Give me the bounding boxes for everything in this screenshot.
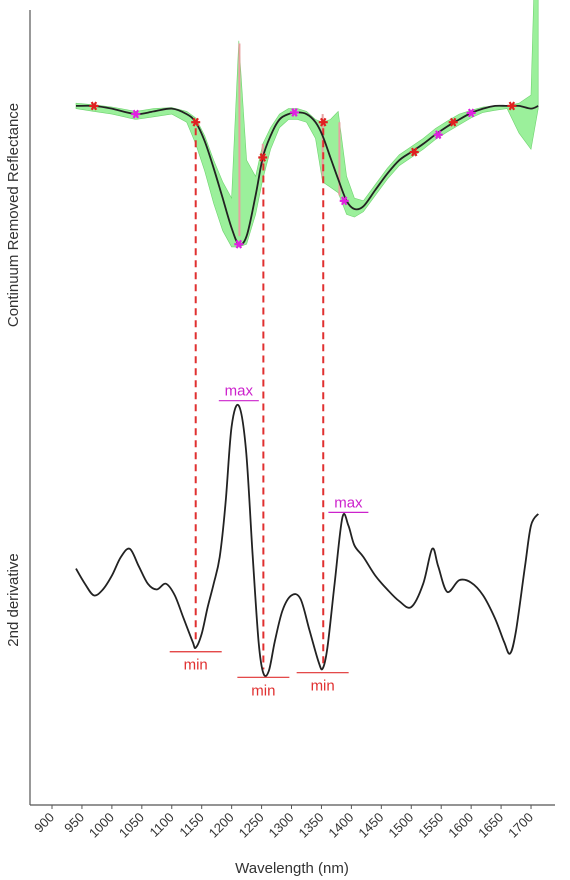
star-stroke [291, 107, 298, 117]
x-tick-label-1650: 1650 [475, 810, 506, 841]
red-star-marker-10 [448, 117, 458, 127]
x-tick-label-1200: 1200 [206, 810, 237, 841]
star-stroke [320, 117, 327, 127]
min-label-1: min [251, 682, 275, 699]
second-derivative-curve [75, 403, 539, 677]
star-stroke [467, 108, 475, 118]
x-tick-label-1300: 1300 [266, 810, 297, 841]
x-tick-label-1700: 1700 [505, 810, 536, 841]
red-star-marker-8 [409, 147, 419, 157]
x-tick-label-1600: 1600 [445, 810, 476, 841]
measured-range-band [75, 0, 539, 248]
connector-layer [194, 128, 325, 670]
magenta-star-marker-7 [339, 196, 349, 206]
star-stroke [508, 101, 516, 111]
x-tick-label-900: 900 [31, 810, 57, 836]
fitted-reflectance-curve [75, 104, 539, 246]
x-tick-label-950: 950 [61, 810, 87, 836]
axes [29, 10, 555, 806]
x-tick-label-1100: 1100 [146, 810, 176, 840]
star-stroke [132, 109, 140, 119]
red-star-marker-2 [191, 117, 201, 127]
x-tick-label-1400: 1400 [325, 810, 356, 841]
red-star-marker-0 [89, 101, 99, 111]
bottom-panel-y-label: 2nd derivative [5, 553, 22, 646]
star-stroke [449, 117, 457, 127]
x-tick-label-1450: 1450 [355, 810, 386, 841]
max-label-3: max [225, 383, 254, 400]
x-tick-label-1050: 1050 [116, 810, 147, 841]
x-tick-label-1500: 1500 [385, 810, 416, 841]
curve-layer [75, 104, 539, 677]
star-stroke [411, 147, 418, 157]
annotation-layer: min min min max max [169, 383, 369, 699]
min-label-0: min [184, 657, 208, 674]
magenta-star-marker-3 [234, 239, 244, 249]
red-star-marker-6 [318, 117, 328, 127]
star-stroke [90, 101, 98, 111]
magenta-star-marker-11 [466, 108, 476, 118]
red-star-marker-12 [507, 101, 517, 111]
x-axis-title: Wavelength (nm) [235, 860, 349, 877]
red-star-marker-4 [258, 153, 268, 162]
marker-layer [89, 101, 517, 249]
x-tick-label-1550: 1550 [415, 810, 446, 841]
top-panel-y-label: Continuum Removed Reflectance [5, 103, 22, 327]
star-stroke [435, 130, 442, 140]
min-label-2: min [311, 678, 335, 695]
star-stroke [192, 117, 199, 127]
x-tick-label-1000: 1000 [86, 810, 117, 841]
star-stroke [341, 196, 348, 206]
measured-band-layer [75, 0, 539, 248]
magenta-star-marker-9 [433, 130, 443, 140]
magenta-star-marker-1 [131, 109, 141, 119]
x-tick-label-1350: 1350 [296, 810, 327, 841]
star-stroke [259, 153, 266, 162]
max-label-4: max [334, 494, 363, 511]
x-tick-label-1150: 1150 [176, 810, 206, 840]
magenta-star-marker-5 [290, 107, 300, 117]
x-tick-label-1250: 1250 [236, 810, 267, 841]
star-stroke [235, 239, 243, 249]
